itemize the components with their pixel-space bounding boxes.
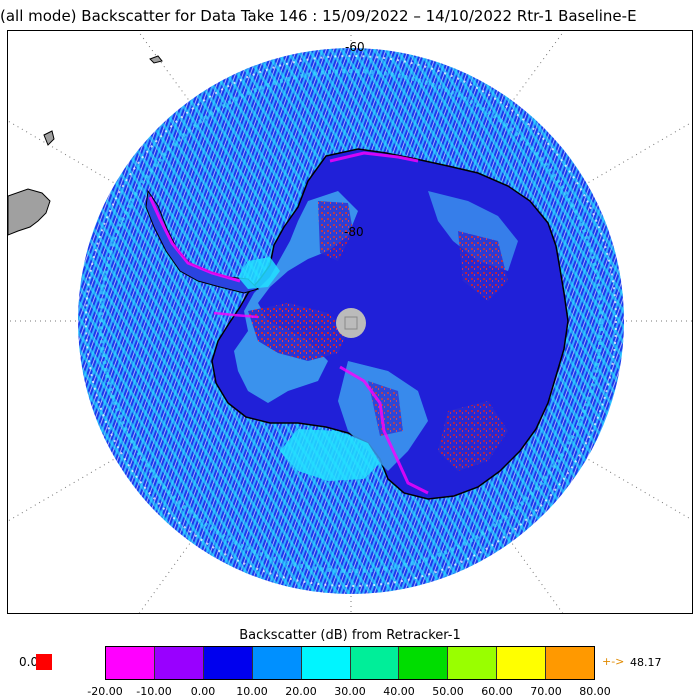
colorbar-tick-label: 80.00 <box>579 685 611 698</box>
colorbar-segment <box>350 647 400 679</box>
colorbar-segment <box>154 647 204 679</box>
colorbar-tick-label: -10.00 <box>136 685 172 698</box>
colorbar-ticks: -20.00 -10.00 0.00 10.00 20.00 30.00 40.00 50.0… <box>0 685 700 700</box>
overflow-value: 48.17 <box>630 656 662 669</box>
colorbar-tick-label: 30.00 <box>334 685 366 698</box>
colorbar-segment <box>546 647 595 679</box>
colorbar-tick-label: 50.00 <box>432 685 464 698</box>
map-panel: -60 -80 <box>7 30 693 614</box>
colorbar-tick-label: 10.00 <box>236 685 268 698</box>
colorbar-tick-label: 70.00 <box>530 685 562 698</box>
colorbar <box>105 646 595 680</box>
overflow-arrow: +-> <box>602 655 625 668</box>
antarctic-backscatter-map <box>8 31 692 613</box>
latitude-label-60: -60 <box>345 40 365 54</box>
colorbar-tick-label: 40.00 <box>383 685 415 698</box>
colorbar-tick-label: 20.00 <box>285 685 317 698</box>
colorbar-segment <box>448 647 498 679</box>
map-title: (all mode) Backscatter for Data Take 146… <box>0 7 637 25</box>
colorbar-segment <box>399 647 449 679</box>
ross-ice-shelf <box>280 429 380 481</box>
underflow-value: 0.0 <box>19 655 39 669</box>
colorbar-title: Backscatter (dB) from Retracker-1 <box>239 628 461 643</box>
latitude-label-80: -80 <box>344 225 364 239</box>
colorbar-segment <box>106 647 155 679</box>
underflow-swatch <box>36 654 52 670</box>
colorbar-segment <box>252 647 302 679</box>
colorbar-tick-label: 0.00 <box>190 685 216 698</box>
pole-hole <box>336 308 366 338</box>
south-america-landmass <box>8 55 163 236</box>
colorbar-segment <box>497 647 547 679</box>
colorbar-segment <box>301 647 351 679</box>
colorbar-tick-label: -20.00 <box>87 685 123 698</box>
colorbar-tick-label: 60.00 <box>481 685 513 698</box>
ronne-filchner-ice-shelf <box>238 257 280 289</box>
colorbar-segment <box>203 647 253 679</box>
